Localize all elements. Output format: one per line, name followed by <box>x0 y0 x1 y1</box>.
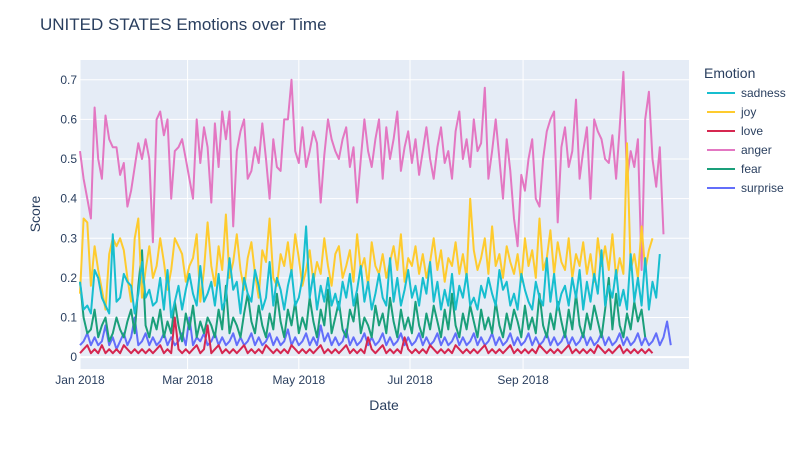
legend-label-love: love <box>741 124 763 138</box>
x-tick-label: Jan 2018 <box>55 373 105 387</box>
legend-label-fear: fear <box>741 162 762 176</box>
series-line-joy <box>79 142 654 311</box>
series-line-anger <box>79 70 665 271</box>
x-tick-label: Jul 2018 <box>387 373 433 387</box>
x-tick-label: May 2018 <box>272 373 325 387</box>
y-tick-label: 0.6 <box>60 112 77 126</box>
y-tick-label: 0.4 <box>60 192 77 206</box>
y-tick-label: 0.2 <box>60 271 77 285</box>
y-tick-label: 0.7 <box>60 73 77 87</box>
legend-title: Emotion <box>704 65 755 81</box>
legend: Emotion sadness joy love anger fear surprise <box>704 65 786 195</box>
series-line-sadness <box>79 225 661 319</box>
legend-label-sadness: sadness <box>741 86 786 100</box>
y-axis-ticks: 0 0.1 0.2 0.3 0.4 0.5 0.6 0.7 <box>60 73 77 364</box>
chart-title: UNITED STATES Emotions over Time <box>40 15 327 34</box>
x-axis-ticks: Jan 2018 Mar 2018 May 2018 Jul 2018 Sep 2018 <box>55 373 549 387</box>
x-tick-label: Sep 2018 <box>497 373 549 387</box>
x-axis-title: Date <box>369 397 399 413</box>
legend-label-joy: joy <box>740 105 756 119</box>
legend-label-anger: anger <box>741 143 772 157</box>
y-tick-label: 0.3 <box>60 231 77 245</box>
y-tick-label: 0 <box>70 350 77 364</box>
y-tick-label: 0.5 <box>60 152 77 166</box>
series-line-love <box>79 316 654 355</box>
series-lines <box>79 70 672 355</box>
legend-label-surprise: surprise <box>741 181 784 195</box>
grid-lines <box>79 60 689 369</box>
y-axis-title: Score <box>27 196 43 233</box>
y-tick-label: 0.1 <box>60 311 77 325</box>
x-tick-label: Mar 2018 <box>162 373 213 387</box>
